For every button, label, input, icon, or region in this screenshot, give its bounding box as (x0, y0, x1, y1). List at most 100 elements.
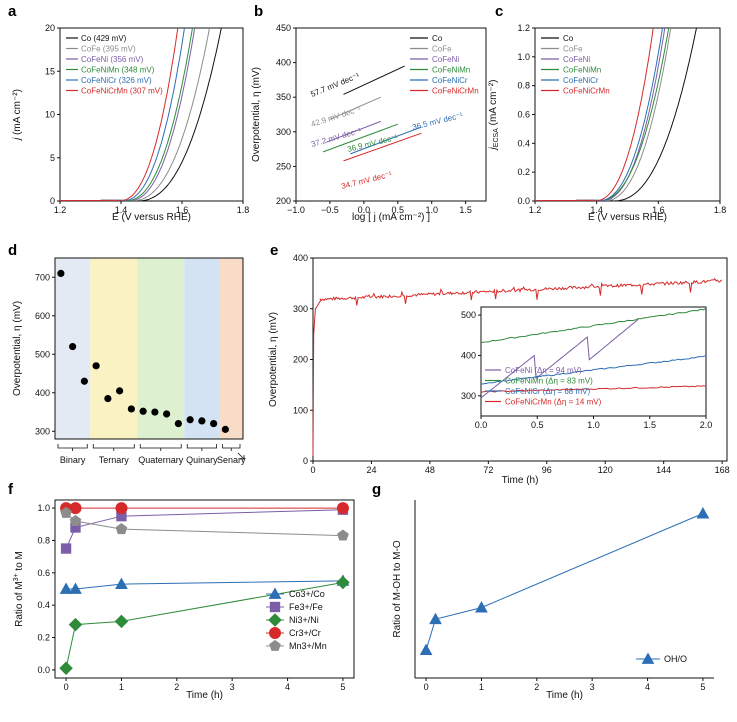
panel-f-legend-text: Mn3+/Mn (289, 641, 327, 651)
panel-c-curve-CoFe (535, 28, 672, 201)
panel-d: 300 400 500 600 700 Binary Ternary Quaternary Qu… (8, 242, 246, 465)
panel-d-data-point (104, 394, 112, 403)
panel-f-marker (59, 582, 73, 594)
panel-e-inset-legend-text: CoFeNiCr (Δη = 68 mV) (505, 387, 590, 396)
panel-b-slope-annotation: 34.7 mV dec⁻¹ (340, 170, 393, 191)
panel-e-ylabel: Overpotential, η (mV) (268, 312, 279, 407)
panel-d-group-band (184, 258, 220, 439)
panel-b-xtick-label: 0.5 (392, 205, 405, 215)
panel-f-legend-text: Ni3+/Ni (289, 615, 319, 625)
panel-f-line-Ni3+/Ni (65, 582, 343, 669)
panel-b-xtick-label: −1.0 (287, 205, 305, 215)
panel-b-ytick-label: 450 (276, 23, 291, 33)
panel-e-inset-xtick-label: 2.0 (700, 420, 713, 430)
panel-f-marker (68, 617, 83, 632)
panel-a: 1.2 1.4 1.6 1.8 0 5 10 15 20 E (V versus RHE) j (m… (8, 3, 249, 223)
panel-d-data-point (92, 362, 100, 370)
panel-d-data-point (139, 407, 147, 415)
panel-e-inset-curve-CoFeNiCrMn (480, 385, 707, 393)
panel-d-ytick-label: 300 (35, 426, 50, 436)
panel-b-slope-annotation: 42.9 mV dec⁻¹ (310, 104, 362, 129)
panel-e-stability-curve (312, 277, 723, 456)
panel-g-xtick-label: 1 (479, 682, 484, 692)
panel-c-legend-text: Co (563, 34, 574, 43)
panel-e-inset-legend-text: CoFeNiMn (Δη = 83 mV) (505, 377, 593, 386)
panel-b-ytick-label: 350 (276, 92, 291, 102)
panel-a-curve-CoFeNi (60, 28, 196, 201)
panel-d-data-point (221, 425, 229, 433)
panel-b-ytick-label: 250 (276, 161, 291, 171)
panel-c-xtick-label: 1.4 (590, 205, 603, 215)
panel-a-ylabel: j (mA cm⁻²) (12, 89, 23, 142)
panel-f-legend-text: Co3+/Co (289, 589, 325, 599)
panel-e-inset-curve-CoFeNiMn (480, 308, 707, 344)
panel-f-legend-marker (268, 587, 282, 599)
panel-e-ytick-label: 100 (293, 405, 308, 415)
panel-f-xtick-label: 4 (285, 682, 290, 692)
panel-g-label: g (372, 481, 381, 498)
panel-d-data-point (210, 419, 218, 428)
panel-a-legend-text: CoFeNiCrMn (307 mV) (81, 87, 163, 96)
panel-d-group-bracket (139, 444, 182, 451)
panel-e-xtick-label: 0 (310, 465, 315, 475)
panel-e-inset-ytick-label: 300 (461, 391, 476, 401)
panel-f-xlabel: Time (h) (186, 690, 223, 701)
panel-d-group-label: Ternary (99, 455, 130, 465)
panel-f-ytick-label: 0.2 (37, 633, 50, 643)
panel-a-ytick-label: 10 (45, 110, 55, 120)
panel-f-marker (336, 575, 350, 590)
panel-d-group-label: Senary (217, 455, 246, 465)
panel-e-xtick-label: 120 (598, 465, 613, 475)
panel-a-ytick-label: 20 (45, 23, 55, 33)
panel-c-legend-text: CoFe (563, 45, 583, 54)
panel-c-xtick-label: 1.8 (714, 205, 727, 215)
panel-b-tafel-line-CoFeNi (326, 120, 381, 143)
panel-g-marker (429, 612, 442, 625)
panel-e-xtick-label: 72 (483, 465, 493, 475)
panel-e-ytick-label: 0 (303, 456, 308, 466)
panel-b-slope-annotation: 57.7 mV dec⁻¹ (309, 71, 361, 99)
panel-d-group-band (219, 258, 243, 439)
panel-g-legend-marker (641, 652, 655, 664)
panel-a-curve-CoFe (60, 28, 211, 201)
panel-d-data-point (198, 417, 206, 425)
panel-a-curve-Co (60, 28, 222, 201)
panel-e-inset-legend-text: CoFeNiCrMn (Δη = 14 mV) (505, 398, 602, 407)
panel-d-data-point (174, 419, 182, 428)
panel-d-group-bracket (222, 444, 241, 451)
panel-c-curve-CoFeNiMn (535, 28, 670, 201)
panel-b-ytick-label: 400 (276, 58, 291, 68)
panel-a-xtick-label: 1.4 (115, 205, 128, 215)
panel-c-xtick-label: 1.2 (529, 205, 542, 215)
panel-c-label: c (495, 3, 503, 20)
panel-b: −1.0 −0.5 0.0 0.5 1.0 1.5 200 250 300 350 400 450 57… (251, 3, 487, 223)
panel-f: 0 1 2 3 4 5 0.0 0.2 0.4 0.6 0.8 1.0 Co3+/Co Fe3+/Fe Ni… (8, 481, 355, 701)
panel-c-xlabel: E (V versus RHE) (588, 212, 667, 223)
panel-c-ytick-label: 0.2 (517, 167, 530, 177)
panel-a-legend-text: CoFe (395 mV) (81, 45, 136, 54)
panel-e-label: e (270, 242, 278, 259)
panel-e-ytick-label: 400 (293, 253, 308, 263)
panel-c-curve-CoFeNiCr (535, 28, 664, 201)
panel-e-ytick-label: 200 (293, 355, 308, 365)
panel-a-xtick-label: 1.6 (176, 205, 189, 215)
panel-b-tafel-line-CoFe (329, 96, 381, 120)
panel-g-legend-text: OH/O (664, 654, 687, 664)
panel-g-xtick-label: 5 (700, 682, 705, 692)
panel-f-marker (114, 614, 129, 629)
panel-b-legend-text: CoFeNiMn (432, 66, 470, 75)
panel-d-data-point (163, 410, 171, 418)
panel-a-label: a (8, 3, 17, 20)
panel-f-ytick-label: 1.0 (37, 503, 50, 513)
panel-f-legend-text: Fe3+/Fe (289, 602, 323, 612)
panel-e-xlabel: Time (h) (502, 475, 539, 486)
panel-e-ytick-label: 300 (293, 304, 308, 314)
panel-d-ytick-label: 500 (35, 349, 50, 359)
panel-c-ytick-label: 1.2 (517, 23, 530, 33)
panel-b-xtick-label: 1.0 (425, 205, 438, 215)
panel-g-xtick-label: 0 (424, 682, 429, 692)
panel-d-label: d (8, 242, 17, 259)
panel-f-marker (60, 543, 72, 554)
panel-e-xtick-label: 48 (425, 465, 435, 475)
panel-a-legend-text: CoFeNi (356 mV) (81, 55, 144, 64)
